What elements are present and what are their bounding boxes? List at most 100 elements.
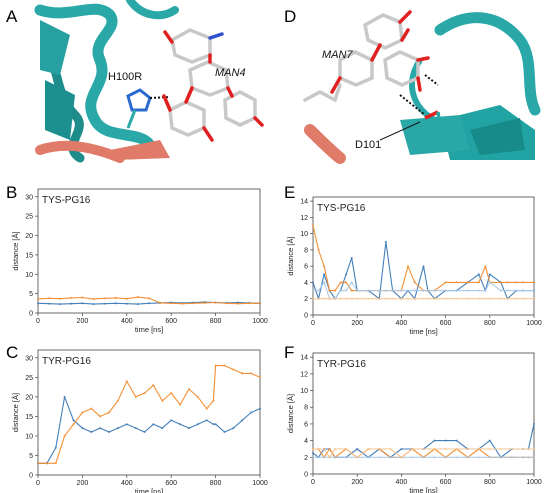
data-point bbox=[444, 447, 447, 451]
data-point bbox=[125, 297, 128, 300]
data-point bbox=[532, 289, 536, 292]
data-point bbox=[323, 447, 326, 451]
x-tick-label: 600 bbox=[165, 480, 177, 487]
data-point bbox=[455, 281, 458, 284]
structure-image-d: MAN7 D101 bbox=[300, 0, 541, 164]
data-point bbox=[179, 403, 182, 406]
data-point bbox=[136, 303, 139, 306]
data-point bbox=[406, 297, 410, 300]
data-point bbox=[203, 301, 206, 304]
data-point bbox=[367, 289, 370, 292]
data-point bbox=[422, 456, 425, 459]
y-tick-label: 14 bbox=[300, 199, 308, 206]
data-point bbox=[125, 423, 128, 426]
data-point bbox=[515, 281, 518, 284]
data-point bbox=[444, 456, 447, 459]
data-point bbox=[317, 297, 320, 300]
y-axis-label: distance [Å] bbox=[11, 231, 20, 270]
x-tick-label: 400 bbox=[396, 320, 408, 327]
data-point bbox=[532, 447, 536, 451]
data-point bbox=[103, 297, 106, 300]
data-point bbox=[152, 423, 155, 426]
data-point bbox=[466, 456, 469, 459]
data-point bbox=[323, 265, 326, 268]
data-point bbox=[258, 376, 262, 379]
y-tick-label: 8 bbox=[304, 405, 308, 412]
hbond-dash bbox=[399, 94, 426, 116]
data-point bbox=[116, 427, 119, 430]
data-point bbox=[48, 297, 51, 300]
x-tick-label: 200 bbox=[77, 318, 89, 325]
data-point bbox=[521, 289, 525, 292]
residue-label-d: D101 bbox=[355, 139, 381, 151]
x-tick-label: 0 bbox=[311, 479, 315, 486]
data-point bbox=[90, 407, 93, 410]
data-point bbox=[250, 372, 253, 375]
data-point bbox=[170, 391, 173, 395]
y-axis-label: distance [Å] bbox=[286, 394, 295, 433]
y-tick-label: 20 bbox=[25, 394, 33, 401]
data-point bbox=[433, 456, 436, 459]
data-point bbox=[378, 297, 381, 300]
data-point bbox=[36, 302, 40, 305]
data-point bbox=[367, 447, 370, 451]
data-point bbox=[81, 427, 84, 430]
x-axis-label: time [ns] bbox=[409, 486, 437, 493]
chart-f: 0 200 400 600 800 1000 0 2 4 6 8 10 12 14 time [ns] dis… bbox=[286, 352, 542, 493]
panel-letter-b: B bbox=[6, 183, 17, 202]
data-point bbox=[170, 419, 173, 422]
protein-ribbon bbox=[434, 12, 541, 116]
data-point bbox=[250, 411, 253, 414]
glycan-sticks-man7 bbox=[303, 10, 430, 103]
data-point bbox=[311, 281, 315, 284]
y-tick-label: 5 bbox=[29, 291, 33, 298]
data-point bbox=[506, 281, 509, 284]
chart-title: TYR-PG16 bbox=[42, 356, 91, 367]
data-point bbox=[99, 427, 102, 430]
data-point bbox=[170, 302, 173, 305]
data-point bbox=[345, 297, 348, 300]
data-point bbox=[159, 301, 162, 304]
series-2 bbox=[36, 364, 262, 465]
data-point bbox=[384, 297, 387, 300]
y-tick-label: 25 bbox=[25, 375, 33, 382]
data-point bbox=[499, 447, 502, 451]
data-point bbox=[45, 462, 49, 465]
data-point bbox=[426, 297, 429, 300]
data-point bbox=[389, 447, 392, 451]
y-tick-label: 0 bbox=[29, 311, 33, 318]
data-point bbox=[143, 391, 146, 395]
data-point bbox=[92, 298, 95, 301]
y-tick-label: 8 bbox=[304, 247, 308, 254]
data-point bbox=[433, 439, 436, 442]
data-point bbox=[192, 302, 195, 305]
plot-frame bbox=[312, 352, 535, 475]
data-point bbox=[350, 297, 353, 300]
data-point bbox=[515, 297, 518, 300]
y-tick-label: 20 bbox=[25, 233, 33, 240]
data-point bbox=[328, 297, 331, 300]
data-point bbox=[147, 297, 151, 300]
y-tick-label: 15 bbox=[25, 414, 33, 421]
y-tick-label: 10 bbox=[300, 231, 308, 238]
data-point bbox=[521, 281, 525, 284]
data-point bbox=[356, 456, 359, 459]
data-point bbox=[59, 297, 62, 300]
data-point bbox=[81, 411, 84, 414]
x-tick-label: 0 bbox=[36, 318, 40, 325]
data-point bbox=[181, 302, 184, 305]
data-point bbox=[114, 302, 117, 305]
plot-frame bbox=[37, 188, 261, 314]
data-point bbox=[63, 434, 66, 437]
y-tick-label: 10 bbox=[25, 433, 33, 440]
data-point bbox=[521, 456, 525, 459]
data-point bbox=[241, 372, 244, 375]
data-point bbox=[455, 289, 458, 292]
data-point bbox=[196, 423, 199, 426]
data-point bbox=[116, 399, 119, 402]
data-point bbox=[223, 364, 226, 367]
data-point bbox=[433, 447, 436, 451]
data-point bbox=[406, 265, 410, 268]
y-tick-label: 5 bbox=[29, 453, 33, 460]
data-point bbox=[223, 430, 226, 434]
